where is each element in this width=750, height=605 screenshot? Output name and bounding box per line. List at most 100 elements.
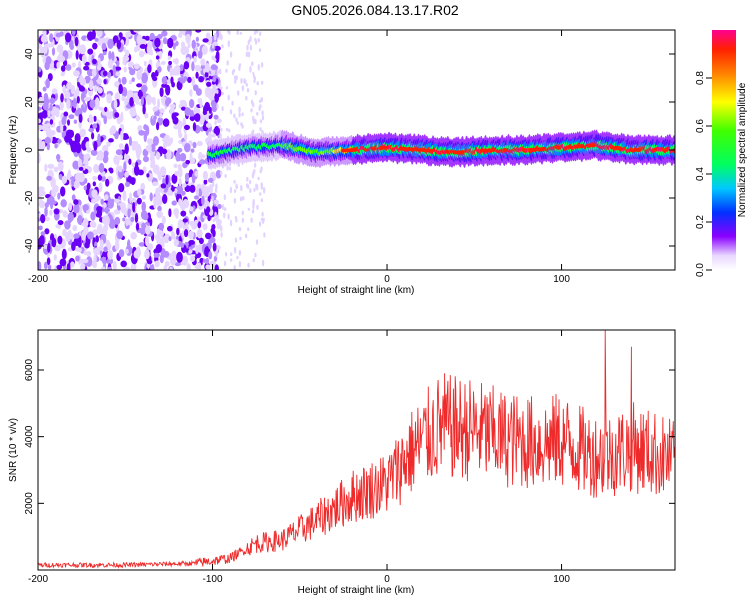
spectrogram-noise-cell [118, 83, 123, 95]
spectrogram-noise-cell [144, 249, 150, 260]
spectrogram-noise-cell [261, 211, 264, 217]
spectrogram-noise-cell [197, 98, 202, 104]
spectrogram-noise-cell [122, 55, 130, 63]
spectrogram-noise-cell [78, 247, 82, 253]
spectrogram-noise-cell [38, 152, 41, 164]
spectrogram-noise-cell [96, 64, 102, 71]
spectrogram-noise-cell [114, 132, 119, 140]
spectrogram-noise-cell [178, 177, 182, 187]
spectrogram-noise-cell [191, 76, 195, 87]
spectrogram-noise-cell [109, 168, 114, 174]
spectrogram-noise-cell [64, 90, 71, 100]
spectrogram-noise-cell [254, 118, 257, 125]
spectrogram-noise-cell [233, 113, 236, 119]
spectrogram-noise-cell [150, 158, 156, 168]
spectrogram-noise-cell [104, 106, 108, 113]
spectrogram-noise-cell [220, 86, 223, 90]
spectrogram-noise-cell [206, 81, 212, 87]
spectrogram-noise-cell [194, 219, 199, 224]
spectrogram-noise-cell [145, 94, 152, 103]
spectrogram-noise-cell [78, 86, 86, 92]
spectrogram-noise-cell [152, 181, 159, 186]
spectrogram-noise-cell [81, 104, 85, 112]
spectrogram-noise-cell [182, 218, 188, 223]
spectrogram-noise-cell [134, 46, 138, 53]
spectrogram-noise-cell [91, 198, 97, 204]
spectrogram-noise-cell [90, 149, 98, 156]
spectrogram-noise-cell [202, 38, 209, 43]
spectrogram-ytick-label: 40 [24, 48, 35, 60]
spectrogram-noise-cell [93, 254, 97, 264]
spectrogram-noise-cell [195, 71, 199, 79]
spectrogram-noise-cell [225, 127, 229, 132]
spectrogram-noise-cell [152, 76, 158, 82]
spectrogram-noise-cell [67, 212, 74, 222]
spectrogram-noise-cell [123, 161, 127, 172]
spectrogram-noise-cell [78, 166, 84, 171]
spectrogram-noise-cell [228, 166, 231, 171]
spectrogram-noise-cell [170, 255, 177, 266]
spectrogram-noise-cell [92, 123, 98, 129]
spectrogram-noise-cell [149, 217, 153, 227]
spectrogram-noise-cell [107, 59, 113, 69]
spectrogram-noise-cell [143, 213, 149, 221]
spectrogram-noise-cell [61, 248, 67, 260]
spectrogram-noise-cell [207, 177, 214, 183]
spectrogram-noise-cell [244, 233, 248, 239]
spectrogram-noise-cell [130, 216, 135, 223]
spectrogram-noise-cell [130, 231, 137, 240]
spectrogram-peak-cell [383, 145, 389, 150]
spectrogram-noise-cell [219, 68, 222, 75]
spectrogram-noise-cell [102, 70, 108, 77]
spectrogram-noise-cell [94, 85, 98, 92]
spectrogram-noise-cell [138, 50, 145, 58]
spectrogram-noise-cell [62, 210, 68, 218]
spectrogram-noise-cell [215, 30, 220, 38]
spectrogram-ytick-label: 0 [24, 147, 35, 153]
spectrogram-noise-cell [185, 33, 191, 44]
spectrogram-noise-cell [98, 162, 105, 173]
snr-ytick-label: 4000 [24, 425, 35, 448]
colorbar: 0.0 0.2 0.4 0.6 0.8 Normalized spectral ampl… [695, 30, 748, 277]
spectrogram-noise-cell [194, 64, 201, 72]
spectrogram-noise-cell [190, 148, 195, 153]
spectrogram-noise-cell [134, 63, 140, 70]
spectrogram-noise-cell [81, 258, 89, 264]
spectrogram-noise-cell [62, 84, 66, 94]
spectrogram-noise-cell [144, 112, 149, 119]
spectrogram-noise-cell [106, 257, 114, 265]
spectrogram-noise-cell [238, 227, 242, 232]
spectrogram-noise-cell [135, 222, 140, 231]
spectrogram-noise-cell [70, 84, 76, 95]
spectrogram-noise-cell [83, 185, 88, 191]
spectrogram-noise-cell [216, 103, 219, 110]
spectrogram-noise-cell [237, 90, 240, 96]
spectrogram-noise-cell [146, 43, 152, 55]
spectrogram-noise-cell [229, 51, 233, 58]
spectrogram-noise-cell [113, 198, 120, 204]
spectrogram-noise-cell [145, 144, 152, 152]
colorbar-tick-label: 0.2 [695, 215, 706, 229]
spectrogram-noise-cell [238, 106, 241, 113]
spectrogram-noise-cell [82, 217, 89, 228]
colorbar-tick-label: 0.0 [695, 263, 706, 277]
spectrogram-noise-cell [86, 182, 91, 190]
spectrogram-peak-cell [429, 148, 435, 153]
spectrogram-noise-cell [246, 44, 249, 51]
spectrogram-noise-cell [142, 104, 146, 115]
spectrogram-peak-cell [479, 148, 485, 153]
spectrogram-noise-cell [221, 106, 224, 112]
spectrogram-noise-cell [201, 195, 205, 206]
spectrogram-noise-cell [96, 30, 103, 38]
spectrogram-noise-cell [130, 177, 136, 186]
spectrogram-noise-cell [153, 115, 157, 121]
spectrogram-noise-cell [112, 64, 116, 76]
spectrogram-noise-cell [212, 84, 215, 91]
spectrogram-noise-cell [201, 45, 208, 55]
spectrogram-noise-cell [212, 75, 217, 83]
spectrogram-noise-cell [245, 83, 249, 87]
spectrogram-noise-cell [73, 233, 80, 239]
spectrogram-noise-cell [65, 64, 72, 71]
spectrogram-ytick-label: -20 [24, 190, 35, 205]
spectrogram-noise-cell [166, 149, 172, 160]
